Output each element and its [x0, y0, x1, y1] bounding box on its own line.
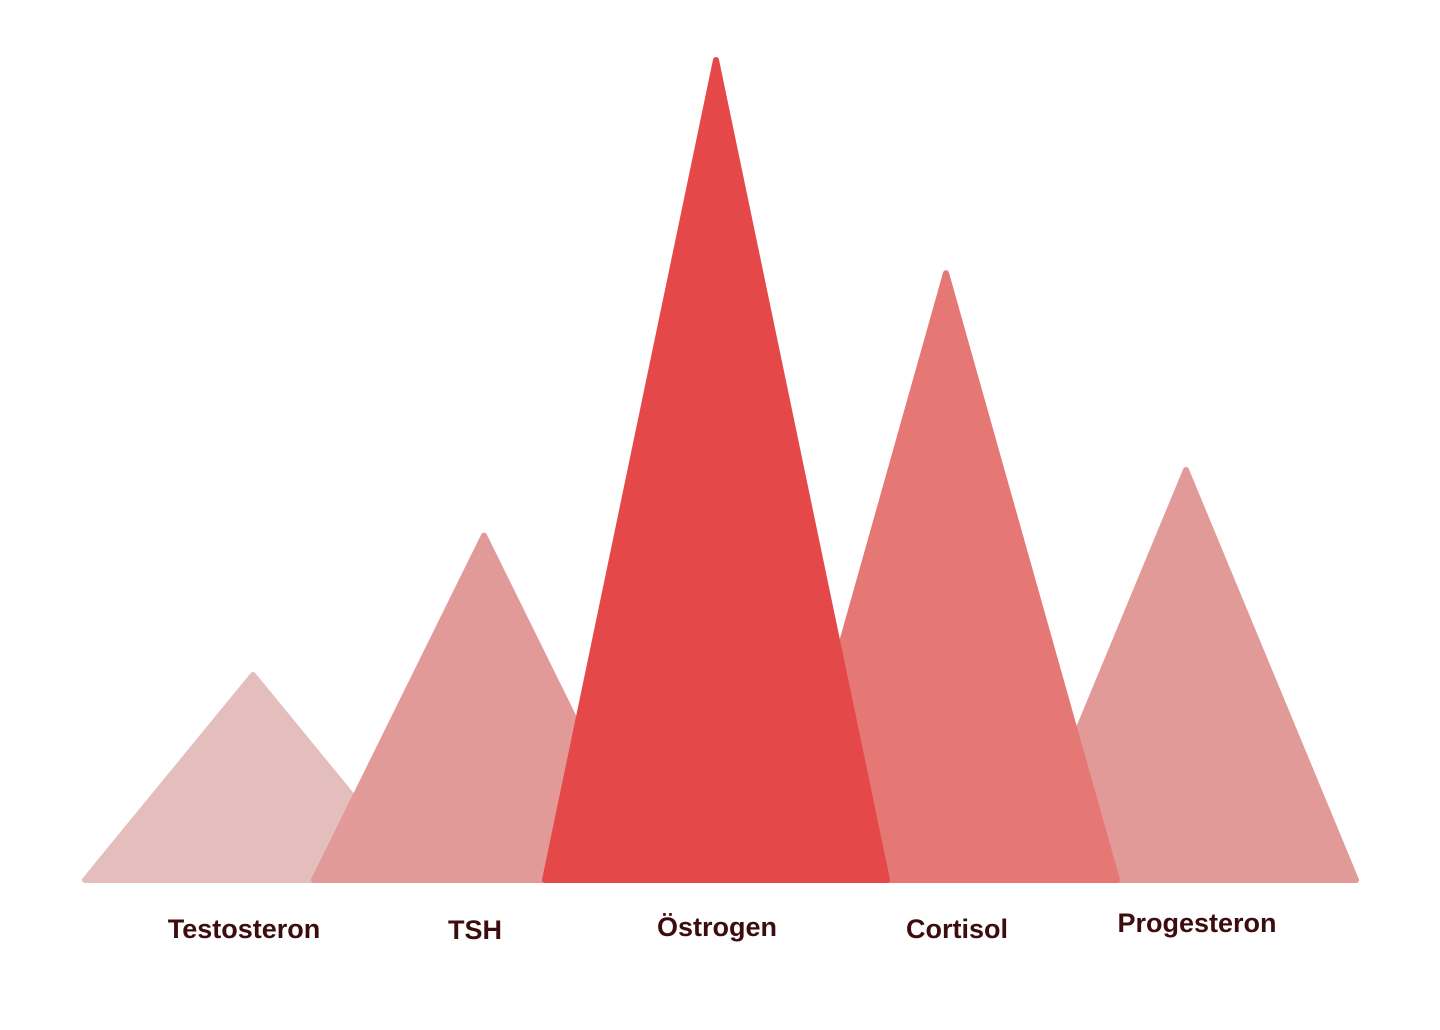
category-label: Testosteron — [168, 914, 321, 944]
category-label: TSH — [448, 915, 502, 945]
category-label: Progesteron — [1117, 908, 1276, 938]
triangle-progesteron — [1013, 467, 1359, 883]
category-label: Cortisol — [906, 914, 1008, 944]
triangle-cortisol — [772, 270, 1120, 883]
category-label: Östrogen — [657, 912, 777, 942]
triangle-östrogen — [542, 57, 890, 883]
